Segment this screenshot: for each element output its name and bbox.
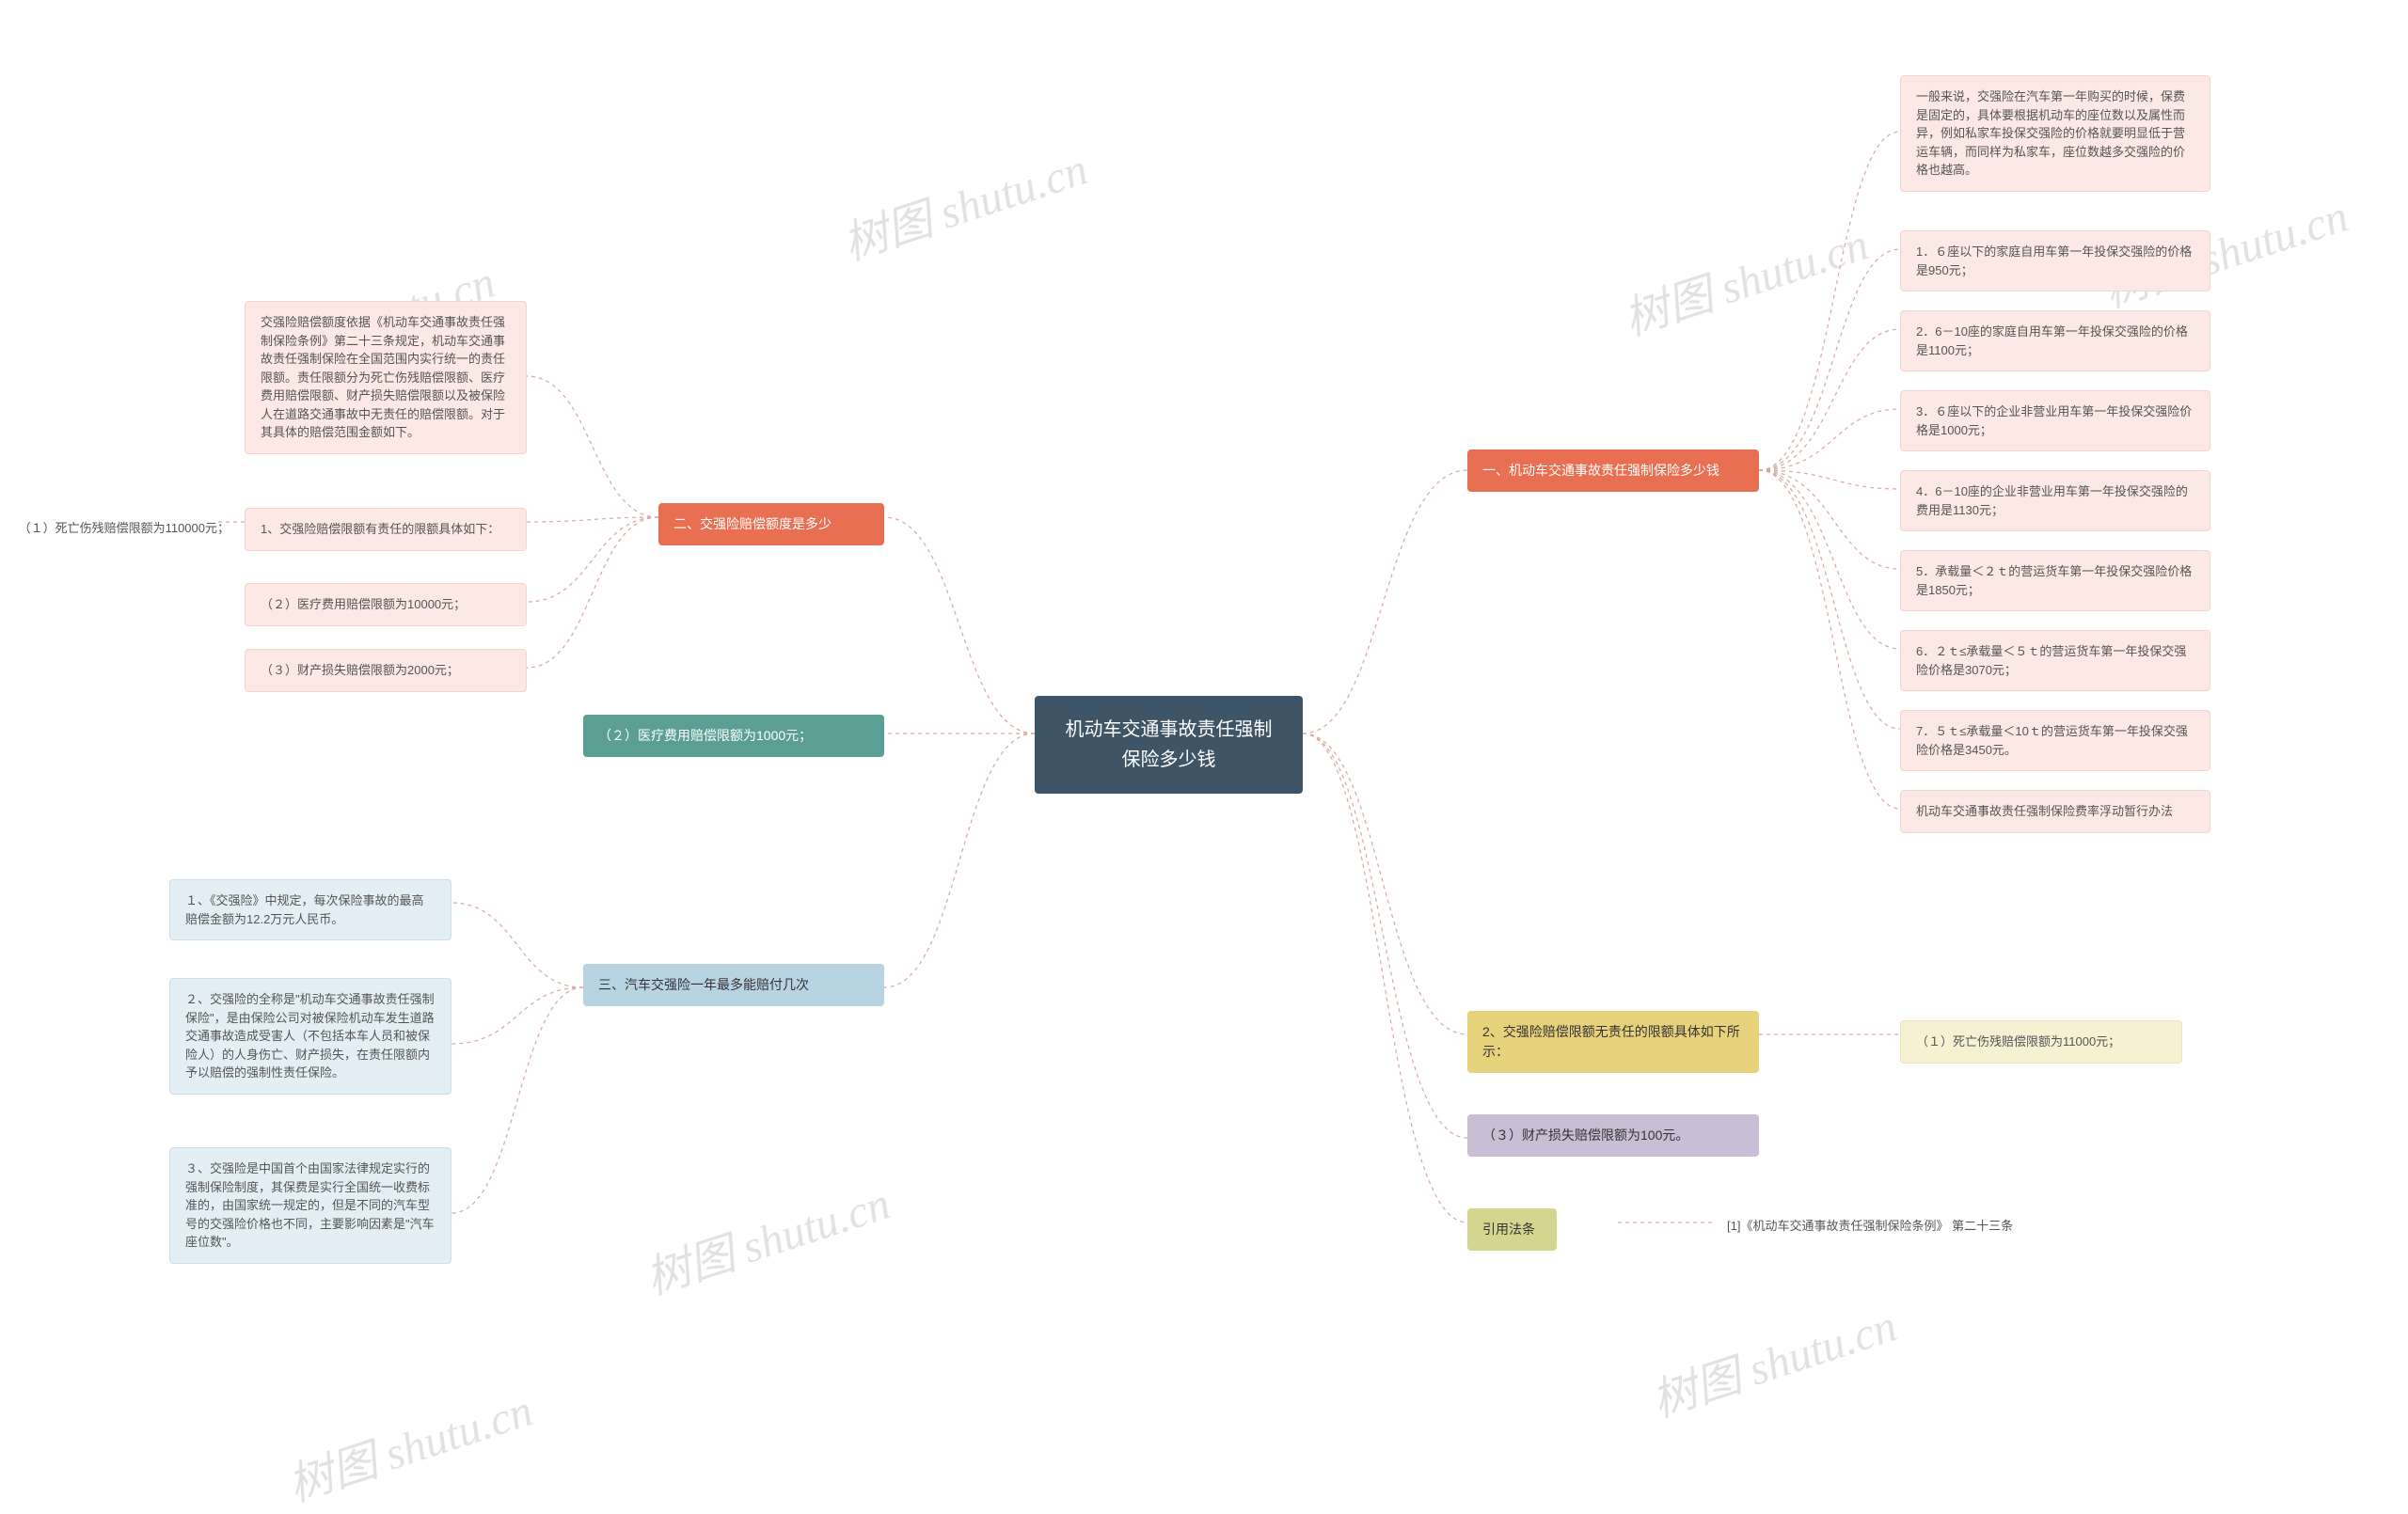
watermark: 树图 shutu.cn [1642,1288,1904,1429]
leaf-b1-4: 4．6－10座的企业非营业用车第一年投保交强险的费用是1130元； [1900,470,2210,531]
leaf-b7-2: ３、交强险是中国首个由国家法律规定实行的强制保险制度，其保费是实行全国统一收费标… [169,1147,452,1264]
leaf-b1-0: 一般来说，交强险在汽车第一年购买的时候，保费是固定的，具体要根据机动车的座位数以… [1900,75,2210,192]
leaf-b1-3: 3．６座以下的企业非营业用车第一年投保交强险价格是1000元； [1900,390,2210,451]
leaf-b1-7: 7．５ｔ≤承载量＜10ｔ的营运货车第一年投保交强险价格是3450元。 [1900,710,2210,771]
leaf-b1-5: 5．承载量＜２ｔ的营运货车第一年投保交强险价格是1850元； [1900,550,2210,611]
branch-b7: 三、汽车交强险一年最多能赔付几次 [583,964,884,1006]
watermark: 树图 shutu.cn [1614,207,1876,348]
branch-b2: 2、交强险赔偿限额无责任的限额具体如下所示： [1467,1011,1759,1073]
watermark: 树图 shutu.cn [833,132,1095,273]
branch-b4: 引用法条 [1467,1208,1557,1251]
leaf-b7-0: １、《交强险》中规定，每次保险事故的最高赔偿金额为12.2万元人民币。 [169,879,452,940]
branch-b1: 一、机动车交通事故责任强制保险多少钱 [1467,449,1759,492]
watermark: 树图 shutu.cn [278,1373,540,1514]
leaf-b1-1: 1．６座以下的家庭自用车第一年投保交强险的价格是950元； [1900,230,2210,292]
branch-b5: 二、交强险赔偿额度是多少 [658,503,884,545]
leaf-b1-6: 6．２ｔ≤承载量＜５ｔ的营运货车第一年投保交强险价格是3070元； [1900,630,2210,691]
leaf-b2-0: （１）死亡伤残赔偿限额为11000元； [1900,1020,2182,1064]
leaf-b5-sub-label: 1、交强险赔偿限额有责任的限额具体如下： [245,508,527,551]
leaf-b5-b: （２）医疗费用赔偿限额为10000元； [245,583,527,626]
leaf-b5-intro: 交强险赔偿额度依据《机动车交通事故责任强制保险条例》第二十三条规定，机动车交通事… [245,301,527,454]
leaf-b7-1: ２、交强险的全称是"机动车交通事故责任强制保险"，是由保险公司对被保险机动车发生… [169,978,452,1095]
leaf-b4-0: [1]《机动车交通事故责任强制保险条例》 第二十三条 [1712,1206,2032,1247]
leaf-b5-c: （３）财产损失赔偿限额为2000元； [245,649,527,692]
center-node: 机动车交通事故责任强制保险多少钱 [1035,696,1303,794]
leaf-b1-8: 机动车交通事故责任强制保险费率浮动暂行办法 [1900,790,2210,833]
branch-b3: （３）财产损失赔偿限额为100元。 [1467,1114,1759,1157]
leaf-b1-2: 2．6－10座的家庭自用车第一年投保交强险的价格是1100元； [1900,310,2210,371]
branch-b6: （２）医疗费用赔偿限额为1000元； [583,715,884,757]
leaf-b5-sub-leaf: （１）死亡伤残赔偿限额为110000元； [0,508,245,549]
watermark: 树图 shutu.cn [636,1166,897,1307]
